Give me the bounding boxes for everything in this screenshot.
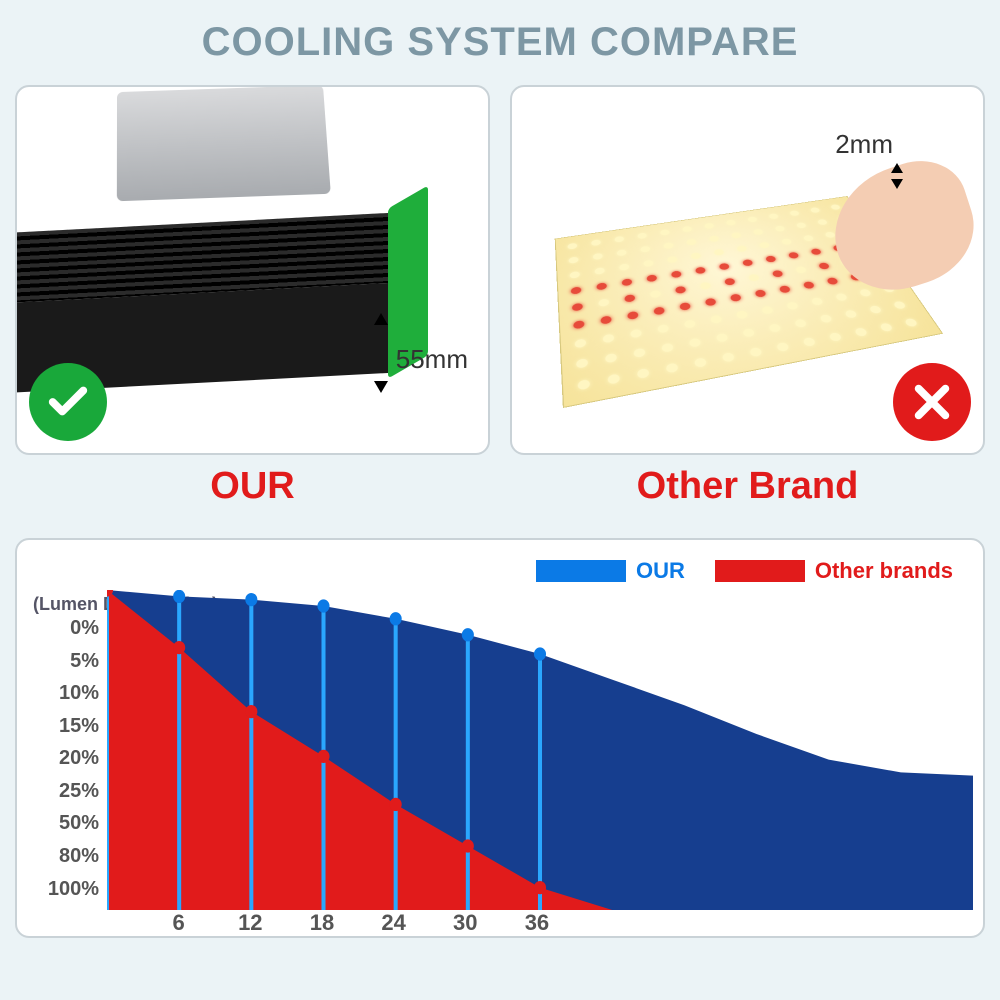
y-tick: 100% bbox=[27, 878, 107, 911]
cross-icon bbox=[909, 379, 955, 425]
chart-legend: OUR Other brands bbox=[27, 558, 973, 584]
other-brand-label: Other Brand bbox=[510, 465, 985, 508]
y-tick: 25% bbox=[27, 780, 107, 813]
y-axis: (Lumen Depreciation) 0%5%10%15%20%25%50%… bbox=[27, 590, 107, 910]
brand-labels-row: OUR Other Brand bbox=[15, 465, 985, 508]
y-tick: 10% bbox=[27, 682, 107, 715]
legend-label-our: OUR bbox=[636, 558, 685, 584]
y-axis-title: (Lumen Depreciation) bbox=[27, 594, 107, 615]
x-tick: 24 bbox=[358, 910, 430, 936]
legend-swatch-our bbox=[536, 560, 626, 582]
x-tick: 18 bbox=[286, 910, 358, 936]
power-supply bbox=[117, 85, 331, 201]
thickness-arrows bbox=[374, 313, 388, 393]
x-tick: 30 bbox=[429, 910, 501, 936]
check-badge bbox=[29, 363, 107, 441]
page-title: COOLING SYSTEM COMPARE bbox=[15, 20, 985, 65]
check-icon bbox=[45, 379, 91, 425]
y-tick: 0% bbox=[27, 617, 107, 650]
cross-badge bbox=[893, 363, 971, 441]
x-tick: 6 bbox=[143, 910, 215, 936]
plot-area bbox=[107, 590, 973, 910]
other-product-panel: 2mm bbox=[510, 85, 985, 455]
y-tick: 20% bbox=[27, 747, 107, 780]
compare-row: 55mm 2mm bbox=[15, 85, 985, 455]
x-axis: 61218243036 bbox=[27, 910, 973, 936]
y-tick: 5% bbox=[27, 650, 107, 683]
thickness-label-other: 2mm bbox=[835, 129, 893, 160]
legend-label-other: Other brands bbox=[815, 558, 953, 584]
y-tick: 50% bbox=[27, 812, 107, 845]
our-brand-label: OUR bbox=[15, 465, 490, 508]
y-tick: 15% bbox=[27, 715, 107, 748]
legend-swatch-other bbox=[715, 560, 805, 582]
legend-other: Other brands bbox=[715, 558, 953, 584]
thickness-label-our: 55mm bbox=[396, 344, 468, 375]
x-tick: 12 bbox=[214, 910, 286, 936]
depreciation-chart: OUR Other brands (Lumen Depreciation) 0%… bbox=[15, 538, 985, 938]
thickness-arrows-other bbox=[891, 163, 903, 189]
legend-our: OUR bbox=[536, 558, 685, 584]
our-product-panel: 55mm bbox=[15, 85, 490, 455]
y-tick: 80% bbox=[27, 845, 107, 878]
x-tick: 36 bbox=[501, 910, 573, 936]
